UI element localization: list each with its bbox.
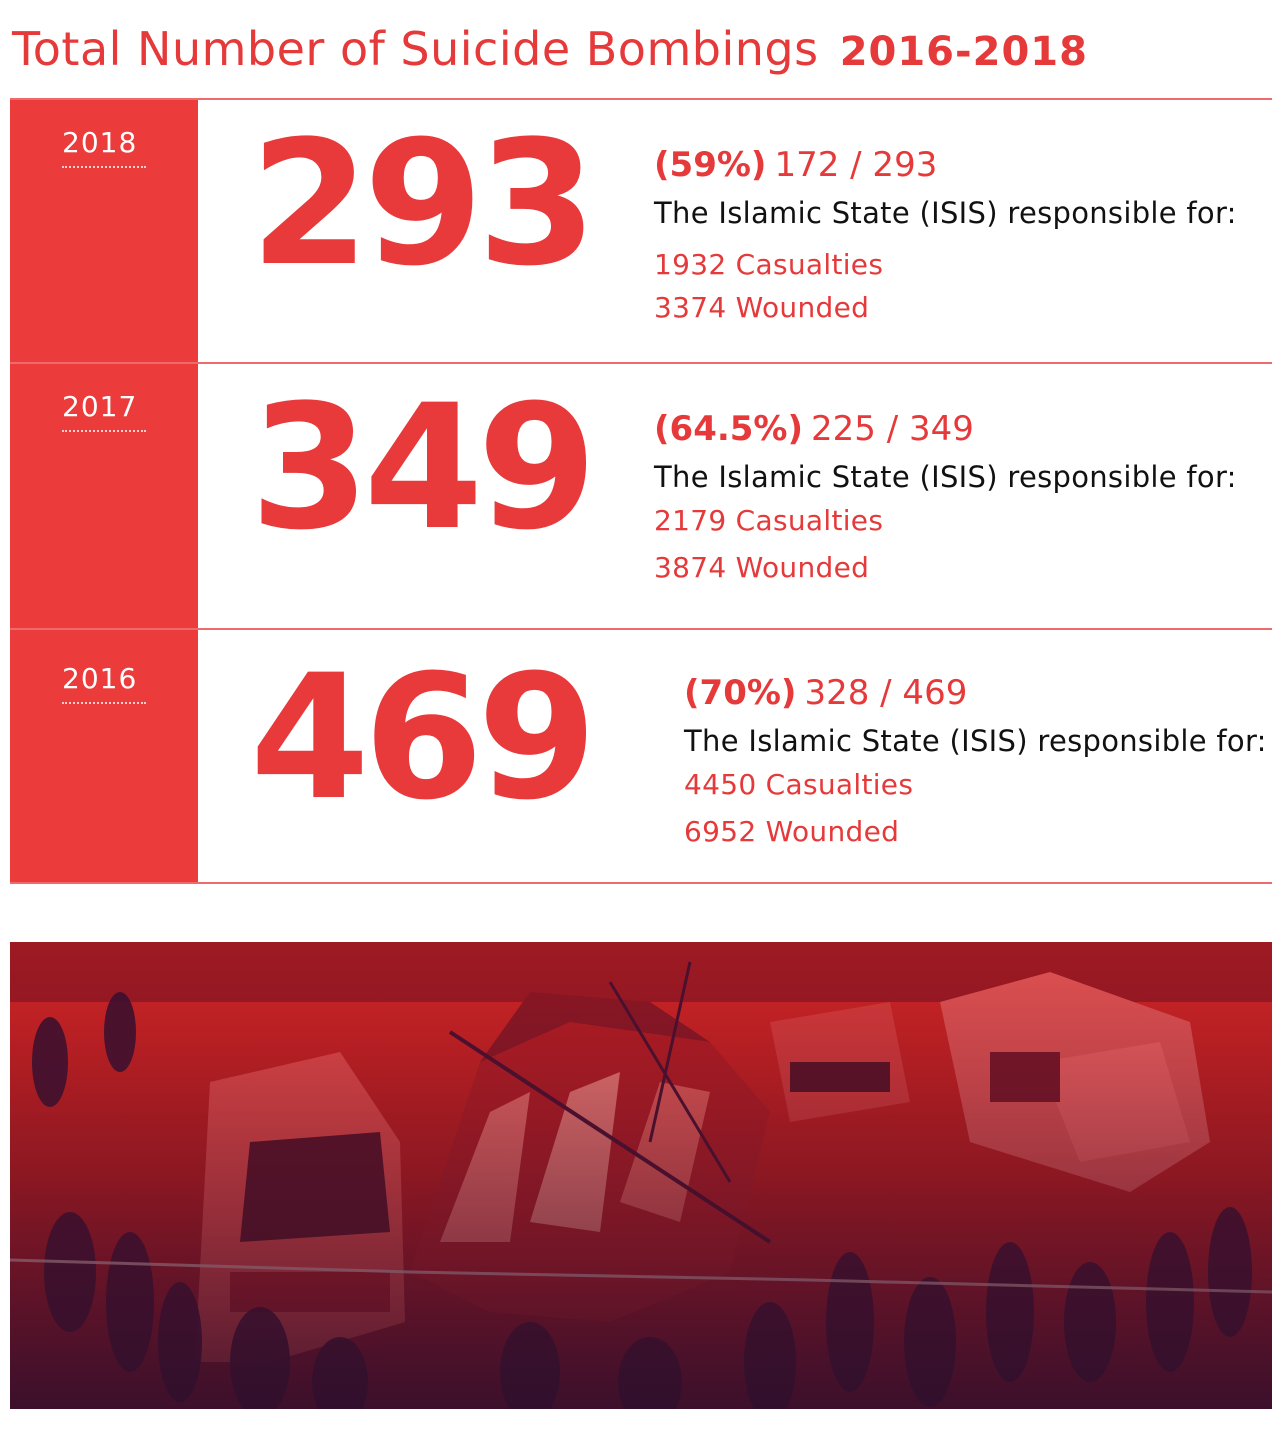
isis-info-block: (64.5%) 225 / 349 The Islamic State (ISIS… bbox=[654, 412, 1237, 584]
year-label: 2017 bbox=[62, 390, 138, 423]
wounded-stat: 3374 Wounded bbox=[654, 291, 870, 324]
year-underline bbox=[62, 166, 146, 168]
year-column: 2017 bbox=[10, 364, 198, 630]
title-range: 2016-2018 bbox=[839, 29, 1088, 75]
isis-ratio: 172 / 293 bbox=[774, 145, 938, 185]
isis-responsible-text: The Islamic State (ISIS) responsible for… bbox=[654, 460, 1237, 494]
isis-share-line: (59%) 172 / 293 bbox=[654, 148, 1237, 182]
isis-share-line: (70%) 328 / 469 bbox=[684, 676, 1267, 710]
year-label: 2016 bbox=[62, 662, 138, 695]
year-row-2016: 2016 469 (70%) 328 / 469 The Islamic Stat… bbox=[10, 628, 1272, 884]
isis-responsible-text: The Islamic State (ISIS) responsible for… bbox=[654, 196, 1237, 230]
year-row-2018: 2018 293 (59%) 172 / 293 The Islamic Stat… bbox=[10, 98, 1272, 364]
wounded-stat: 3874 Wounded bbox=[654, 551, 870, 584]
isis-ratio: 328 / 469 bbox=[804, 673, 968, 713]
isis-responsible-text: The Islamic State (ISIS) responsible for… bbox=[684, 724, 1267, 758]
total-bombings-number: 349 bbox=[250, 367, 597, 568]
year-underline bbox=[62, 430, 146, 432]
year-underline bbox=[62, 702, 146, 704]
year-row-2017: 2017 349 (64.5%) 225 / 349 The Islamic St… bbox=[10, 362, 1272, 630]
year-column: 2016 bbox=[10, 630, 198, 882]
photo-illustration bbox=[10, 942, 1272, 1409]
isis-percent: (59%) bbox=[654, 145, 767, 185]
total-bombings-number: 469 bbox=[250, 637, 597, 838]
page-title: Total Number of Suicide Bombings 2016-20… bbox=[12, 22, 1088, 76]
isis-info-block: (70%) 328 / 469 The Islamic State (ISIS) … bbox=[684, 676, 1267, 848]
isis-info-block: (59%) 172 / 293 The Islamic State (ISIS) … bbox=[654, 148, 1237, 324]
isis-percent: (70%) bbox=[684, 673, 797, 713]
isis-ratio: 225 / 349 bbox=[811, 409, 974, 449]
isis-percent: (64.5%) bbox=[654, 409, 804, 449]
title-main: Total Number of Suicide Bombings bbox=[12, 22, 819, 76]
year-column: 2018 bbox=[10, 100, 198, 364]
wounded-stat: 6952 Wounded bbox=[684, 815, 900, 848]
casualties-stat: 2179 Casualties bbox=[654, 504, 884, 537]
casualties-stat: 4450 Casualties bbox=[684, 768, 914, 801]
total-bombings-number: 293 bbox=[250, 103, 597, 304]
casualties-stat: 1932 Casualties bbox=[654, 248, 884, 281]
year-label: 2018 bbox=[62, 126, 138, 159]
bombing-scene-photo bbox=[10, 942, 1272, 1409]
isis-share-line: (64.5%) 225 / 349 bbox=[654, 412, 1237, 446]
